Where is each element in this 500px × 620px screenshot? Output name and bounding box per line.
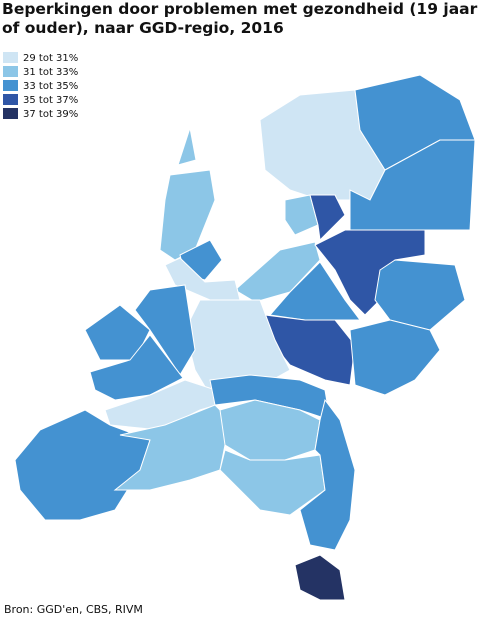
legend-label: 33 tot 35% bbox=[23, 81, 78, 92]
region bbox=[269, 261, 361, 321]
region bbox=[294, 554, 346, 600]
region bbox=[284, 194, 319, 236]
region bbox=[89, 334, 184, 401]
title: Beperkingen door problemen met gezondhei… bbox=[2, 0, 478, 37]
legend-swatch bbox=[3, 94, 18, 105]
map: 29 tot 31% 31 tot 33% 33 tot 35% 35 tot 37%… bbox=[3, 52, 476, 600]
region bbox=[14, 409, 151, 521]
region bbox=[349, 319, 441, 396]
legend-swatch bbox=[3, 108, 18, 119]
legend-label: 35 tot 37% bbox=[23, 95, 78, 106]
region bbox=[299, 398, 356, 551]
legend: 29 tot 31% 31 tot 33% 33 tot 35% 35 tot 37%… bbox=[3, 52, 78, 120]
region bbox=[113, 404, 231, 491]
legend-label: 29 tot 31% bbox=[23, 53, 78, 64]
legend-swatch bbox=[3, 80, 18, 91]
region bbox=[177, 127, 197, 166]
region bbox=[374, 259, 466, 331]
legend-label: 37 tot 39% bbox=[23, 109, 78, 120]
region bbox=[219, 449, 326, 516]
region bbox=[309, 194, 346, 242]
legend-label: 31 tot 33% bbox=[23, 67, 78, 78]
legend-swatch bbox=[3, 52, 18, 63]
legend-swatch bbox=[3, 66, 18, 77]
source: Bron: GGD'en, CBS, RIVM bbox=[4, 603, 143, 616]
regions bbox=[14, 74, 476, 600]
